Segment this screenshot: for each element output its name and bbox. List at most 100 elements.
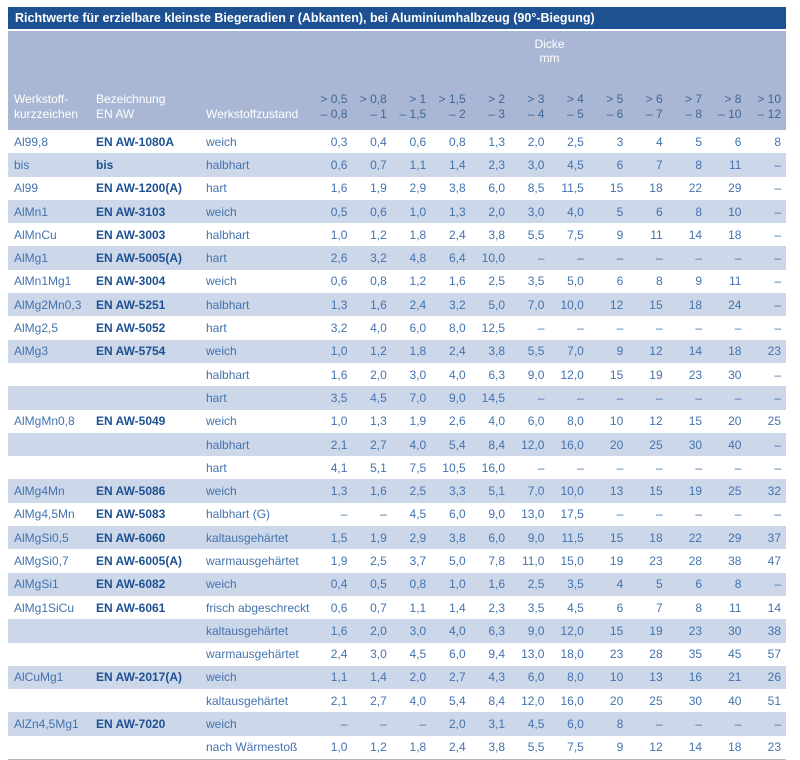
cell-radius-12: – bbox=[746, 432, 786, 457]
table-row: hart 4,1 5,1 7,5 10,5 16,0– – – – – – – bbox=[8, 456, 786, 480]
cell-radius-6: 5,5 bbox=[510, 339, 550, 363]
cell-radius-8: 6 bbox=[588, 595, 629, 620]
range-to: – 8 bbox=[685, 107, 703, 121]
cell-radius-2: 4,5 bbox=[352, 386, 392, 410]
cell-en-aw-designation: bis bbox=[96, 153, 206, 177]
cell-radius-9: 18 bbox=[628, 176, 668, 200]
cell-radius-9: – bbox=[628, 316, 668, 340]
cell-radius-5: 12,5 bbox=[470, 316, 511, 340]
cell-radius-7: 15,0 bbox=[549, 549, 589, 573]
cell-en-aw-designation: EN AW-5049 bbox=[96, 409, 206, 433]
cell-radius-12: – bbox=[746, 269, 786, 294]
cell-radius-5: 2,0 bbox=[470, 199, 511, 224]
cell-radius-4: 5,4 bbox=[431, 432, 471, 457]
cell-radius-3: 1,1 bbox=[391, 153, 432, 177]
cell-condition: kaltausgehärtet bbox=[206, 619, 313, 643]
cell-condition: weich bbox=[206, 339, 313, 363]
cell-radius-2: 0,8 bbox=[352, 269, 392, 294]
range-gt: > 7 bbox=[685, 92, 703, 106]
cell-radius-2: 0,6 bbox=[352, 199, 392, 224]
cell-radius-1: 1,1 bbox=[313, 665, 353, 690]
cell-en-aw-designation: EN AW-5005(A) bbox=[96, 246, 206, 270]
cell-radius-12: 32 bbox=[746, 479, 786, 503]
cell-radius-5: 6,3 bbox=[470, 619, 511, 643]
table-row: warmausgehärtet 2,4 3,0 4,5 6,0 9,4 13,0 18,0 23… bbox=[8, 642, 786, 666]
cell-radius-3: 4,0 bbox=[391, 432, 432, 457]
cell-en-aw-designation: EN AW-5052 bbox=[96, 316, 206, 340]
cell-radius-4: 2,6 bbox=[431, 409, 471, 433]
col-header-condition: Werkstoffzustand bbox=[206, 77, 313, 130]
cell-radius-8: – bbox=[588, 316, 629, 340]
table-row: AlMg4,5Mn EN AW-5083 halbhart (G) – –4,5 6,0 9… bbox=[8, 502, 786, 527]
table-body: Al99,8 EN AW-1080A weich 0,3 0,4 0,6 0,8 1,3 2,0… bbox=[8, 130, 786, 760]
cell-radius-4: 9,0 bbox=[431, 386, 471, 410]
cell-radius-5: 6,3 bbox=[470, 362, 511, 387]
range-gt: > 0,8 bbox=[359, 92, 387, 106]
col-header-range-3: > 1– 1,5 bbox=[391, 77, 432, 130]
cell-en-aw-designation: EN AW-5251 bbox=[96, 293, 206, 317]
cell-en-aw-designation: EN AW-6005(A) bbox=[96, 549, 206, 573]
cell-radius-3: 2,4 bbox=[391, 293, 432, 317]
cell-radius-10: 35 bbox=[667, 642, 708, 666]
cell-radius-7: 12,0 bbox=[549, 619, 589, 643]
cell-radius-1: 1,6 bbox=[313, 176, 353, 200]
cell-radius-8: 20 bbox=[588, 432, 629, 457]
cell-radius-7: – bbox=[549, 456, 589, 480]
cell-radius-4: 4,0 bbox=[431, 619, 471, 643]
cell-radius-12: 23 bbox=[746, 339, 786, 363]
cell-radius-5: 16,0 bbox=[470, 456, 511, 480]
cell-radius-2: 3,2 bbox=[352, 246, 392, 270]
cell-alloy: bis bbox=[8, 153, 96, 177]
table-row: AlMg3 EN AW-5754 weich 1,0 1,2 1,8 2,4 3,8 5,5 7,… bbox=[8, 339, 786, 363]
cell-radius-3: 1,9 bbox=[391, 409, 432, 433]
thickness-group-unit: mm bbox=[539, 51, 560, 65]
cell-radius-2: 2,7 bbox=[352, 432, 392, 457]
cell-radius-9: – bbox=[628, 712, 668, 736]
cell-radius-8: 13 bbox=[588, 479, 629, 503]
cell-condition: weich bbox=[206, 199, 313, 224]
cell-radius-7: 10,0 bbox=[549, 293, 589, 317]
cell-radius-11: – bbox=[707, 712, 747, 736]
cell-radius-1: 1,3 bbox=[313, 479, 353, 503]
cell-radius-6: 9,0 bbox=[510, 619, 550, 643]
cell-radius-5: 1,3 bbox=[470, 130, 511, 154]
cell-radius-3: 0,8 bbox=[391, 572, 432, 596]
cell-radius-6: 12,0 bbox=[510, 432, 550, 457]
cell-radius-8: 6 bbox=[588, 153, 629, 177]
cell-condition: weich bbox=[206, 665, 313, 690]
cell-alloy: Al99,8 bbox=[8, 130, 96, 154]
cell-radius-11: 8 bbox=[707, 572, 747, 596]
cell-radius-5: 8,4 bbox=[470, 432, 511, 457]
column-header-row: Werkstoff- kurzzeichen Bezeichnung EN AW… bbox=[8, 77, 786, 130]
cell-radius-7: 4,5 bbox=[549, 595, 589, 620]
cell-radius-1: 0,4 bbox=[313, 572, 353, 596]
cell-radius-5: 9,0 bbox=[470, 502, 511, 527]
cell-radius-11: 30 bbox=[707, 362, 747, 387]
cell-radius-2: 2,0 bbox=[352, 362, 392, 387]
cell-radius-5: 5,1 bbox=[470, 479, 511, 503]
cell-radius-2: 0,4 bbox=[352, 130, 392, 154]
cell-alloy: AlMg3 bbox=[8, 339, 96, 363]
cell-radius-8: 20 bbox=[588, 689, 629, 713]
cell-radius-11: – bbox=[707, 316, 747, 340]
cell-radius-9: – bbox=[628, 386, 668, 410]
cell-condition: weich bbox=[206, 130, 313, 154]
cell-radius-1: 3,2 bbox=[313, 316, 353, 340]
cell-condition: halbhart (G) bbox=[206, 502, 313, 527]
cell-radius-7: 2,5 bbox=[549, 130, 589, 154]
cell-radius-10: 9 bbox=[667, 269, 708, 294]
cell-alloy: AlMg2Mn0,3 bbox=[8, 293, 96, 317]
cell-radius-12: 38 bbox=[746, 619, 786, 643]
cell-radius-3: – bbox=[391, 712, 432, 736]
col-header-designation-line2: EN AW bbox=[96, 107, 135, 121]
cell-radius-12: 57 bbox=[746, 642, 786, 666]
cell-radius-2: 1,2 bbox=[352, 735, 392, 760]
cell-radius-11: 11 bbox=[707, 595, 747, 620]
cell-radius-8: – bbox=[588, 386, 629, 410]
cell-radius-9: – bbox=[628, 246, 668, 270]
cell-alloy: AlMg1SiCu bbox=[8, 595, 96, 620]
table-row: AlMg4Mn EN AW-5086 weich 1,3 1,6 2,5 3,3 5,1 7,0… bbox=[8, 479, 786, 503]
cell-radius-11: 29 bbox=[707, 526, 747, 550]
cell-alloy: AlMgSi0,5 bbox=[8, 526, 96, 550]
cell-radius-6: 7,0 bbox=[510, 479, 550, 503]
